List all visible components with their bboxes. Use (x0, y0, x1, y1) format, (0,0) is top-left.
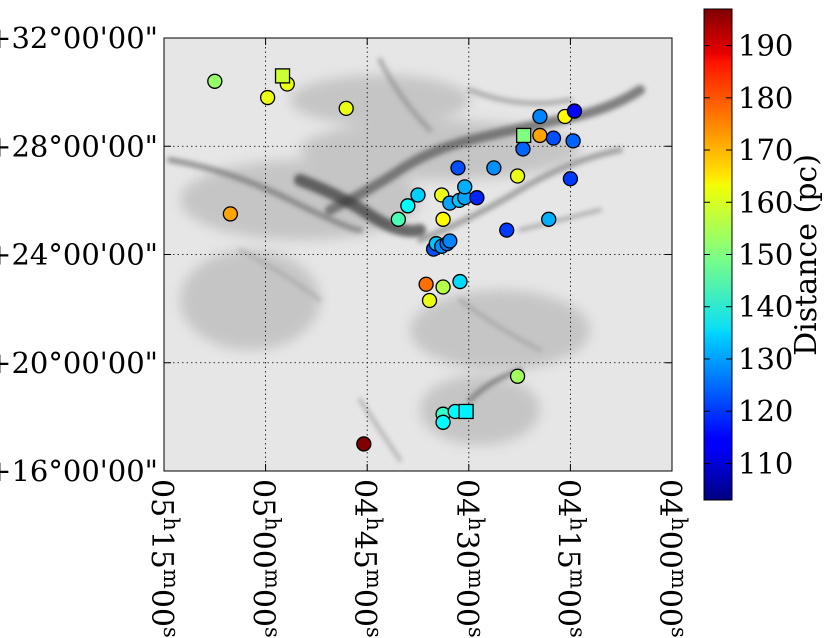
colorbar-tick-label: 130 (738, 342, 793, 376)
data-point (207, 73, 223, 89)
data-point (509, 168, 526, 184)
data-point (222, 206, 239, 222)
x-tick-label: 05h15m00s (144, 479, 183, 638)
y-tick-label: +20°00'00" (0, 346, 158, 380)
data-point (452, 273, 468, 290)
data-point (469, 190, 485, 206)
scatter-points (207, 68, 583, 452)
data-point-square (274, 68, 291, 84)
data-point (418, 276, 434, 292)
data-point-square (516, 127, 532, 144)
data-point (390, 211, 407, 227)
x-tick-label-group: 04h30m00s (449, 479, 488, 638)
x-tick-label: 04h45m00s (347, 479, 386, 638)
colorbar-tick-label: 180 (738, 81, 793, 115)
colorbar-tick-label: 150 (738, 238, 793, 272)
data-point (541, 211, 557, 227)
data-point-square (458, 403, 474, 420)
data-point (450, 160, 466, 176)
y-axis: +32°00'00" +28°00'00" +24°00'00" +20°00'00"… (0, 21, 672, 488)
data-point (435, 279, 451, 295)
colorbar-tick-label: 140 (738, 290, 793, 324)
data-point (338, 100, 354, 117)
data-point (259, 89, 276, 106)
colorbar-ticks: 110 120 130 140 150 160 170 180 190 (704, 29, 793, 480)
data-point (421, 292, 438, 309)
x-tick-label-group: 04h00m00s (652, 479, 691, 638)
y-tick-label: +28°00'00" (0, 129, 158, 163)
data-point (410, 187, 426, 203)
data-point (400, 198, 416, 214)
x-tick-label: 04h30m00s (449, 479, 488, 638)
data-point (515, 141, 531, 157)
colorbar-tick-label: 120 (738, 394, 793, 428)
data-point (486, 160, 502, 176)
x-tick-label: 05h00m00s (246, 479, 285, 638)
x-tick-label-group: 05h00m00s (246, 479, 285, 638)
y-tick-label: +16°00'00" (0, 454, 158, 488)
data-point (532, 127, 548, 144)
x-tick-label: 04h00m00s (652, 479, 691, 638)
colorbar-tick-label: 160 (738, 185, 793, 219)
colorbar: 110 120 130 140 150 160 170 180 190 Distance (pc… (703, 8, 824, 501)
colorbar-tick-label: 190 (738, 29, 793, 63)
data-point (532, 108, 548, 125)
x-tick-label: 04h15m00s (550, 479, 589, 638)
y-tick-label: +32°00'00" (0, 21, 158, 55)
data-point (435, 211, 451, 227)
data-point (442, 233, 458, 249)
data-point (545, 130, 562, 146)
x-tick-label-group: 04h45m00s (347, 479, 386, 638)
x-axis: 05h15m00s 05h00m00s 04h45m00s 04h30m00s 04h1… (144, 38, 691, 638)
y-tick-label: +24°00'00" (0, 238, 158, 272)
dust-map-background (164, 38, 672, 471)
data-point (566, 103, 583, 119)
x-tick-label-group: 05h15m00s (144, 479, 183, 638)
x-tick-label-group: 04h15m00s (550, 479, 589, 638)
data-point (356, 436, 372, 452)
colorbar-tick-label: 110 (738, 446, 793, 480)
data-point (562, 171, 579, 187)
data-point (499, 222, 515, 238)
data-point (509, 368, 526, 384)
data-point (457, 179, 473, 195)
data-point (565, 133, 581, 149)
colorbar-label: Distance (pc) (789, 154, 824, 356)
data-point (435, 414, 451, 430)
colorbar-tick-label: 170 (738, 133, 793, 167)
